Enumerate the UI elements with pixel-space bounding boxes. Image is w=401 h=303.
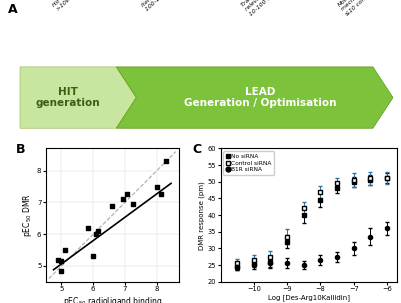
Text: Translation to
relevant cell models
10-100 compounds: Translation to relevant cell models 10-1…	[241, 0, 297, 17]
Point	[130, 201, 136, 206]
Point	[95, 228, 101, 233]
Point	[58, 268, 65, 273]
Point	[120, 197, 127, 202]
Point	[85, 225, 92, 230]
Text: Iterative screening
100-1k compounds: Iterative screening 100-1k compounds	[140, 0, 190, 12]
Point	[93, 232, 99, 237]
X-axis label: Log [Des-Arg10Kallidin]: Log [Des-Arg10Kallidin]	[268, 295, 350, 301]
X-axis label: pEC$_{50}$ radioligand binding: pEC$_{50}$ radioligand binding	[63, 295, 162, 303]
Point	[90, 254, 97, 259]
Point	[109, 203, 115, 208]
Text: Hit finding
>10k compounds: Hit finding >10k compounds	[52, 0, 99, 12]
Point	[163, 159, 170, 164]
Text: B: B	[16, 143, 26, 156]
Y-axis label: pEC$_{50}$ DMR: pEC$_{50}$ DMR	[21, 193, 34, 237]
Y-axis label: DMR response (pm): DMR response (pm)	[198, 181, 205, 249]
Polygon shape	[116, 67, 393, 128]
Point	[158, 192, 165, 197]
Legend: No siRNA, Control siRNA, B1R siRNA: No siRNA, Control siRNA, B1R siRNA	[223, 152, 274, 175]
Polygon shape	[20, 67, 136, 128]
Text: Molecular
mechanism of action
≤10 compounds: Molecular mechanism of action ≤10 compou…	[337, 0, 394, 17]
Point	[124, 192, 130, 197]
Point	[58, 259, 65, 264]
Text: HIT
generation: HIT generation	[36, 87, 101, 108]
Point	[154, 184, 160, 189]
Text: C: C	[192, 143, 201, 156]
Point	[61, 248, 68, 252]
Point	[55, 257, 61, 262]
Text: A: A	[8, 3, 18, 16]
Text: LEAD
Generation / Optimisation: LEAD Generation / Optimisation	[184, 87, 337, 108]
